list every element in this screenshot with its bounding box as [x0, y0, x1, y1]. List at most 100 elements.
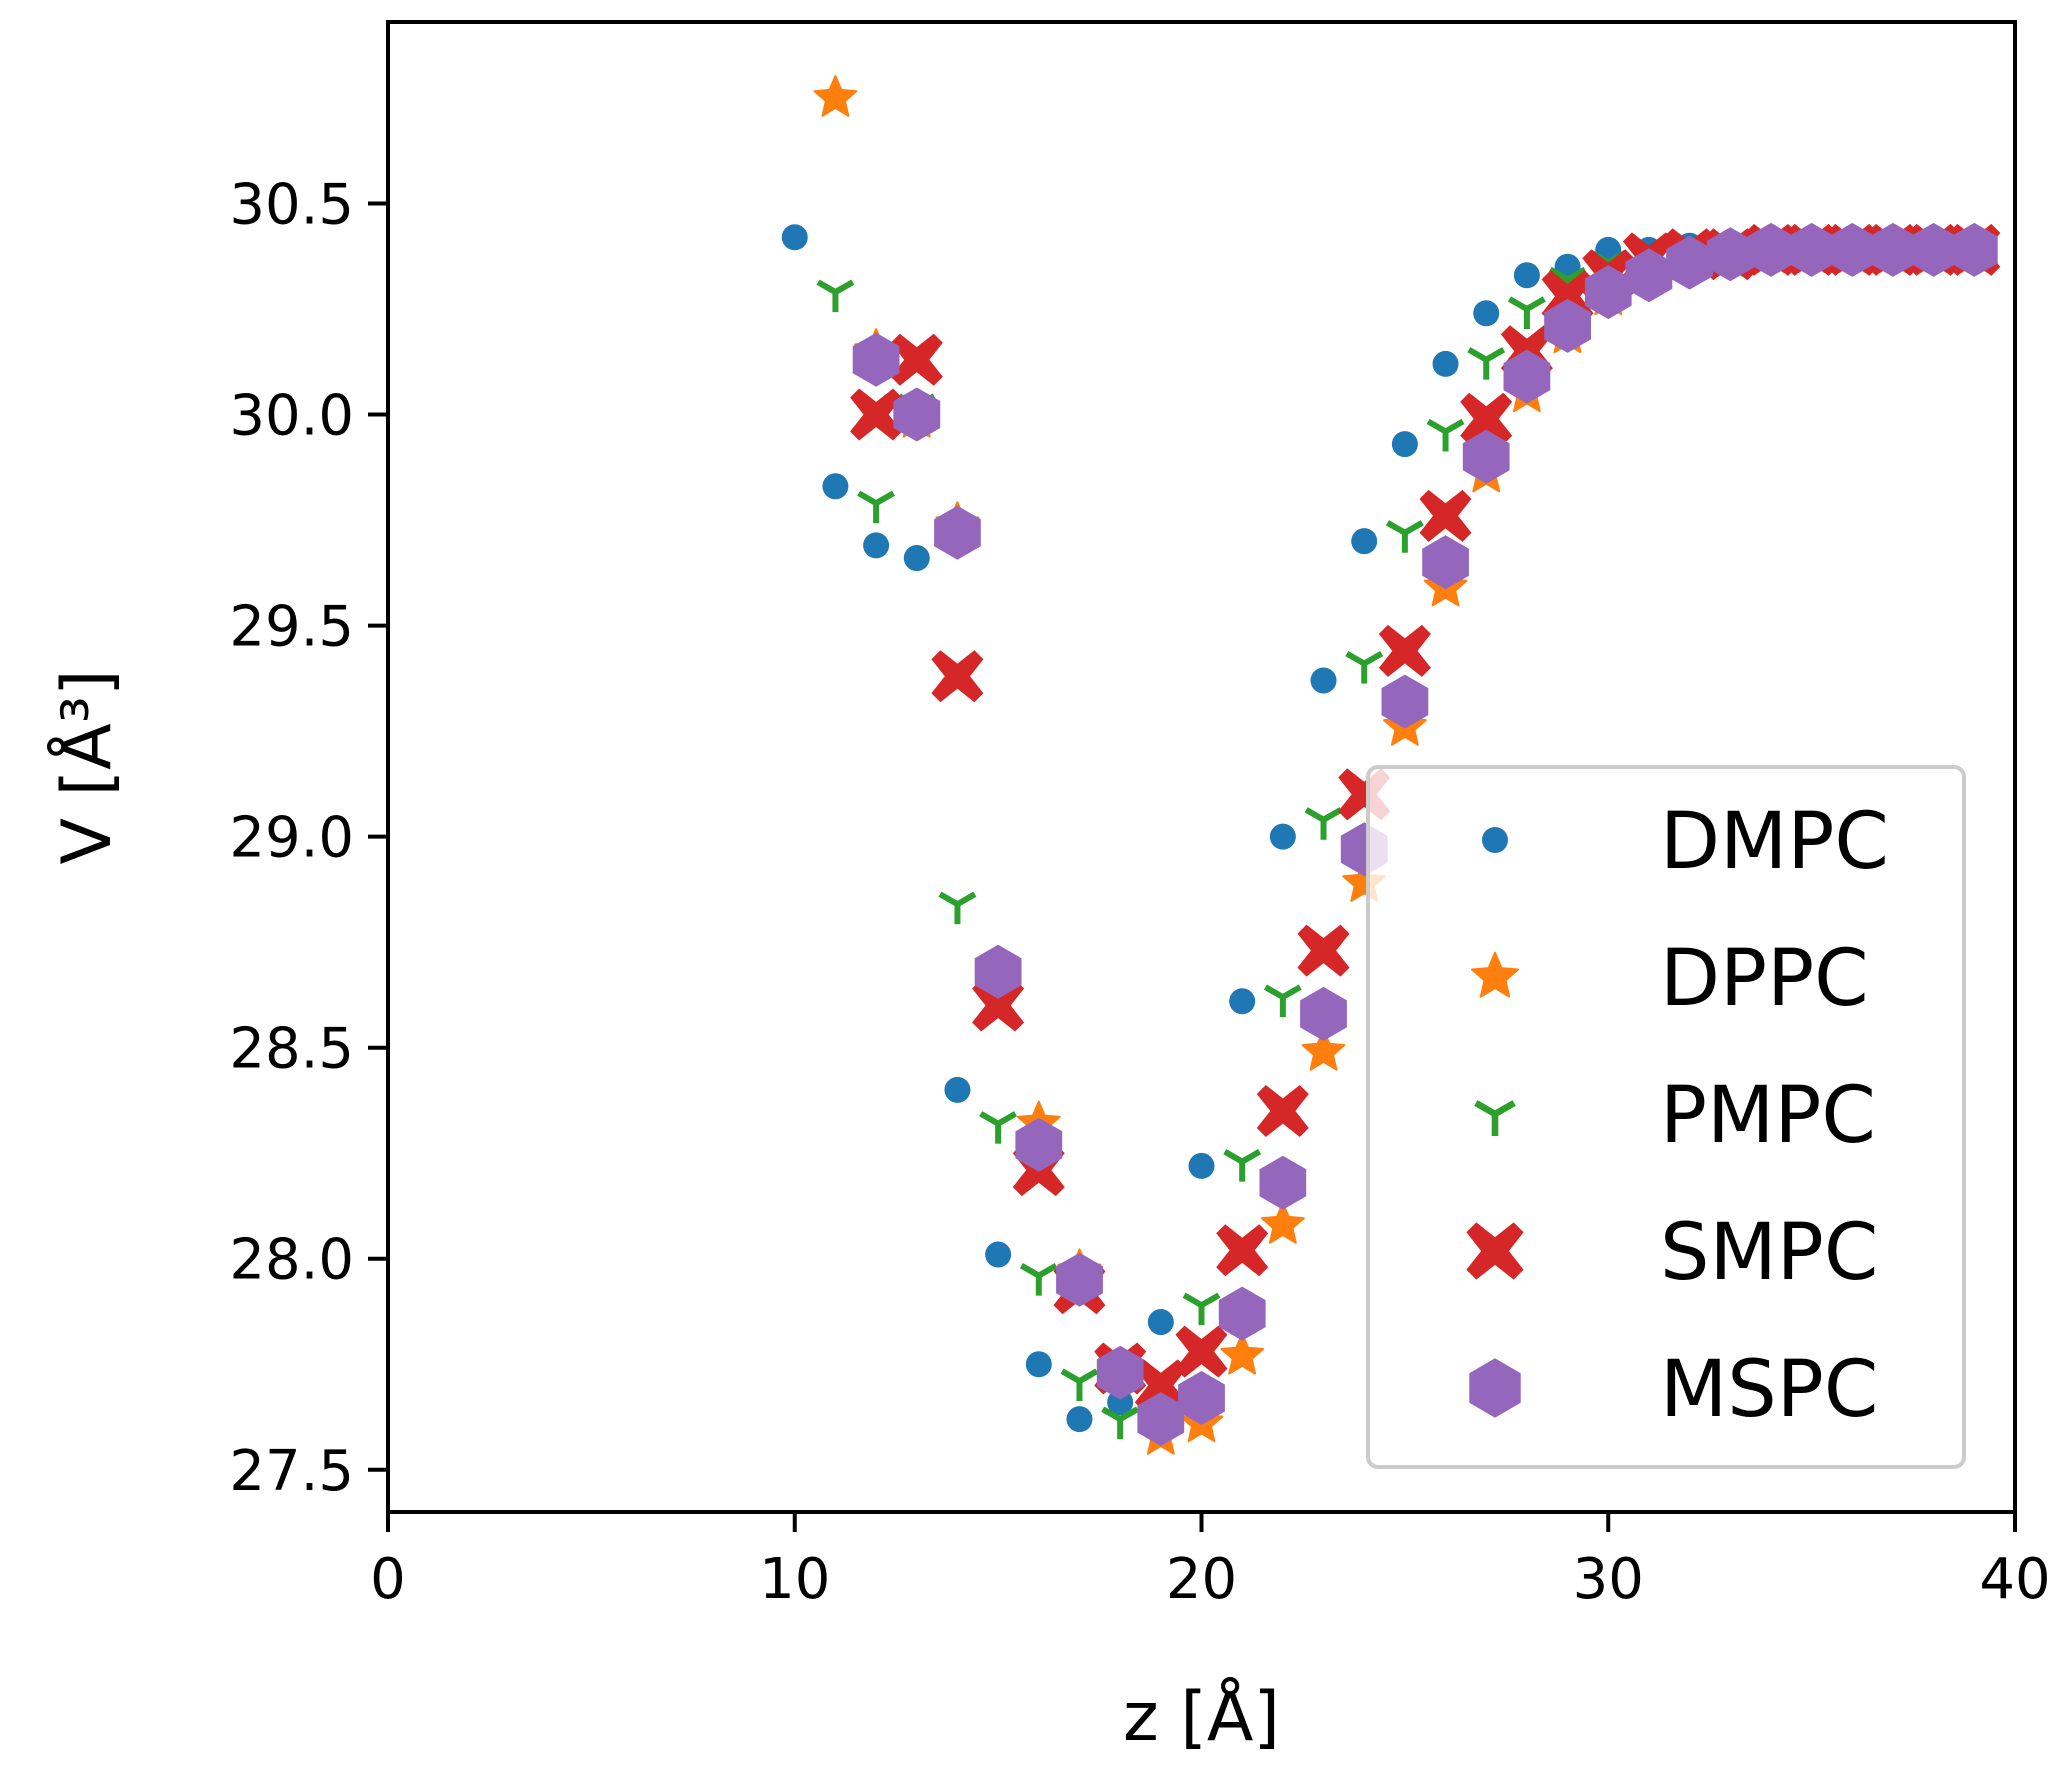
legend-label: DPPC — [1660, 934, 1869, 1024]
data-point-pmpc — [1019, 1263, 1058, 1296]
data-point-smpc — [1460, 392, 1513, 445]
x-tick-label: 30 — [1573, 1547, 1644, 1612]
data-point-mspc — [1015, 1117, 1063, 1172]
data-point-mspc — [1056, 1252, 1103, 1307]
data-point-pmpc — [1385, 520, 1424, 553]
data-point-mspc — [1950, 222, 1998, 277]
data-point-smpc — [1216, 1224, 1269, 1277]
data-point-dmpc — [903, 545, 930, 572]
y-tick-label: 29.0 — [229, 806, 354, 871]
legend-entry-pmpc: PMPC — [1474, 1071, 1876, 1161]
data-point-smpc — [890, 333, 943, 386]
legend: DMPC DPPC PMPC SMPC MSPC — [1366, 765, 1966, 1469]
data-point-mspc — [934, 505, 981, 560]
legend-marker-smpc — [1466, 1222, 1524, 1280]
data-point-pmpc — [857, 490, 895, 524]
data-point-dmpc — [863, 532, 890, 559]
data-point-dmpc — [1473, 300, 1500, 327]
data-point-mspc — [974, 944, 1022, 999]
data-point-pmpc — [1467, 347, 1506, 380]
data-point-mspc — [1259, 1155, 1307, 1210]
data-point-pmpc — [1223, 1149, 1262, 1182]
y-tick-label: 30.5 — [229, 173, 354, 238]
data-point-mspc — [1788, 222, 1835, 277]
data-point-mspc — [1544, 298, 1591, 353]
data-point-smpc — [1378, 624, 1431, 677]
data-point-dmpc — [985, 1241, 1012, 1268]
y-tick-label: 28.0 — [229, 1228, 354, 1293]
legend-entry-dppc: DPPC — [1471, 934, 1869, 1024]
data-point-smpc — [850, 388, 903, 441]
data-point-mspc — [1747, 222, 1795, 277]
data-point-smpc — [1175, 1325, 1228, 1378]
data-point-pmpc — [1345, 650, 1384, 684]
y-axis-label: V [Å³] — [46, 670, 127, 865]
data-point-mspc — [1625, 248, 1673, 303]
data-point-dmpc — [1269, 823, 1296, 850]
data-point-dmpc — [1351, 528, 1378, 555]
x-tick-label: 40 — [1979, 1547, 2050, 1612]
data-point-mspc — [1096, 1345, 1144, 1400]
x-axis-label: z [Å] — [1123, 1676, 1280, 1757]
data-point-mspc — [1828, 222, 1876, 277]
data-point-mspc — [1503, 349, 1551, 404]
data-point-dmpc — [1025, 1351, 1052, 1378]
data-points — [781, 75, 2001, 1455]
data-point-pmpc — [1182, 1292, 1221, 1326]
y-tick-label: 27.5 — [229, 1439, 354, 1504]
data-point-dmpc — [1513, 262, 1540, 289]
y-tick-label: 30.0 — [229, 384, 354, 449]
data-point-pmpc — [1426, 418, 1465, 452]
legend-label: SMPC — [1660, 1208, 1878, 1298]
data-point-dmpc — [781, 224, 808, 251]
data-point-dmpc — [1391, 431, 1418, 458]
axis-ticks: 0 10 20 30 40 27.5 28.0 28.5 29.0 29.5 30.0 30.5 — [229, 173, 2050, 1612]
legend-marker-mspc — [1469, 1358, 1521, 1418]
data-point-pmpc — [1101, 1406, 1140, 1440]
x-tick-label: 20 — [1166, 1547, 1237, 1612]
data-point-smpc — [1256, 1085, 1309, 1137]
legend-marker-dmpc — [1482, 827, 1508, 853]
legend-marker-dppc — [1471, 951, 1519, 998]
data-point-dppc — [1220, 1332, 1265, 1375]
data-point-dmpc — [944, 1076, 971, 1103]
x-tick-label: 0 — [370, 1547, 406, 1612]
legend-entry-smpc: SMPC — [1466, 1208, 1878, 1298]
data-point-dmpc — [1229, 988, 1256, 1015]
data-point-smpc — [931, 650, 984, 703]
data-point-dmpc — [1147, 1309, 1174, 1336]
data-point-dmpc — [1310, 667, 1337, 694]
data-point-dmpc — [1432, 350, 1459, 377]
legend-entry-dmpc: DMPC — [1482, 797, 1889, 887]
x-tick-label: 10 — [759, 1547, 830, 1612]
data-point-dppc — [1260, 1202, 1305, 1244]
series-mspc — [852, 222, 1998, 1447]
legend-box — [1366, 765, 1966, 1469]
data-point-mspc — [1462, 429, 1510, 484]
data-point-mspc — [1422, 535, 1469, 590]
data-point-dppc — [1301, 1028, 1346, 1071]
data-point-smpc — [1134, 1359, 1187, 1412]
data-point-pmpc — [1060, 1368, 1099, 1402]
data-point-pmpc — [979, 1111, 1018, 1144]
data-point-mspc — [893, 387, 941, 442]
data-point-mspc — [1666, 235, 1713, 290]
data-point-pmpc — [816, 279, 855, 313]
data-point-smpc — [972, 979, 1025, 1032]
data-point-dmpc — [822, 473, 849, 500]
data-point-mspc — [1137, 1392, 1185, 1447]
legend-label: MSPC — [1660, 1345, 1878, 1435]
data-point-pmpc — [1508, 296, 1546, 330]
data-point-mspc — [1178, 1371, 1225, 1425]
legend-label: DMPC — [1660, 797, 1889, 887]
data-point-pmpc — [1263, 984, 1302, 1018]
data-point-mspc — [1869, 222, 1917, 277]
y-tick-label: 28.5 — [229, 1017, 354, 1082]
data-point-dppc — [813, 75, 858, 117]
legend-label: PMPC — [1660, 1071, 1876, 1161]
data-point-mspc — [852, 332, 900, 387]
data-point-mspc — [1706, 227, 1754, 282]
data-point-dmpc — [1066, 1406, 1093, 1433]
data-point-mspc — [1300, 986, 1347, 1041]
